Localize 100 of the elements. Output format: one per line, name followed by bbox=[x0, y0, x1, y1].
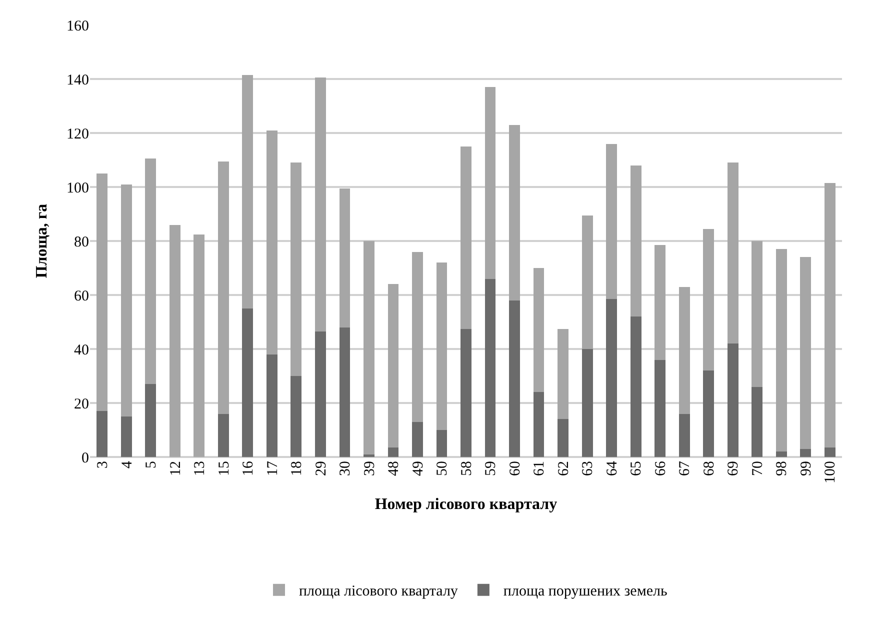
x-tick-label: 48 bbox=[386, 461, 402, 476]
y-tick-label: 120 bbox=[66, 126, 89, 142]
bar bbox=[509, 300, 520, 457]
x-tick-label: 39 bbox=[362, 461, 378, 476]
bar bbox=[630, 316, 642, 457]
x-tick-label: 29 bbox=[313, 461, 330, 476]
bar bbox=[145, 158, 156, 384]
bar bbox=[388, 448, 399, 457]
bar bbox=[339, 188, 350, 328]
bar bbox=[145, 384, 156, 457]
bar bbox=[703, 370, 714, 457]
x-tick-label: 58 bbox=[458, 461, 475, 476]
bar bbox=[242, 74, 254, 308]
x-tick-label: 49 bbox=[410, 461, 426, 476]
bar bbox=[800, 257, 812, 449]
legend-label: площа лісового кварталу bbox=[299, 584, 458, 600]
x-tick-label: 3 bbox=[95, 461, 112, 468]
bar bbox=[678, 414, 690, 457]
bar bbox=[290, 162, 302, 376]
bar bbox=[558, 328, 568, 420]
bar bbox=[412, 252, 423, 422]
bar bbox=[169, 224, 180, 457]
bar bbox=[533, 268, 544, 392]
bar bbox=[484, 278, 496, 457]
y-tick-label: 140 bbox=[66, 72, 89, 88]
bar bbox=[460, 146, 472, 329]
bar bbox=[727, 162, 738, 344]
bar bbox=[752, 386, 763, 457]
bar bbox=[218, 414, 229, 457]
bar bbox=[364, 454, 374, 457]
x-tick-label: 59 bbox=[483, 461, 500, 476]
bar bbox=[727, 344, 738, 457]
y-tick-label: 100 bbox=[66, 180, 89, 196]
bar bbox=[606, 144, 618, 300]
bar bbox=[776, 249, 787, 452]
bar bbox=[752, 241, 763, 387]
bar bbox=[218, 161, 229, 414]
bar bbox=[120, 416, 132, 457]
bar bbox=[654, 245, 666, 360]
bar bbox=[290, 376, 302, 457]
bar bbox=[800, 448, 812, 457]
x-tick-label: 66 bbox=[652, 460, 669, 476]
bar bbox=[388, 284, 399, 448]
x-tick-label: 30 bbox=[338, 461, 354, 476]
y-tick-label: 160 bbox=[66, 18, 89, 34]
bar bbox=[703, 228, 714, 371]
bar bbox=[582, 215, 593, 349]
y-axis-title: Площа, га bbox=[33, 204, 50, 278]
bar bbox=[678, 286, 690, 414]
x-tick-label: 15 bbox=[216, 461, 232, 476]
x-tick-label: 50 bbox=[434, 461, 451, 476]
bar bbox=[412, 422, 423, 457]
y-tick-label: 0 bbox=[82, 450, 89, 466]
x-tick-label: 65 bbox=[628, 461, 645, 476]
bar bbox=[339, 327, 350, 457]
bar bbox=[654, 360, 666, 457]
x-tick-label: 99 bbox=[798, 461, 814, 476]
bar bbox=[582, 349, 593, 457]
bar bbox=[509, 124, 520, 300]
x-tick-label: 5 bbox=[144, 461, 160, 468]
bar bbox=[484, 87, 496, 279]
x-tick-label: 68 bbox=[701, 461, 718, 476]
x-tick-label: 61 bbox=[532, 461, 548, 476]
bar bbox=[266, 130, 278, 354]
x-tick-label: 69 bbox=[726, 461, 742, 476]
y-tick-label: 60 bbox=[74, 288, 89, 304]
x-tick-label: 98 bbox=[774, 461, 790, 476]
x-tick-label: 12 bbox=[168, 461, 184, 476]
bar bbox=[776, 452, 787, 457]
bar bbox=[436, 262, 448, 430]
x-tick-label: 13 bbox=[192, 461, 208, 476]
x-tick-label: 62 bbox=[556, 461, 572, 476]
bar bbox=[436, 430, 448, 457]
bar bbox=[194, 234, 205, 457]
bar bbox=[824, 448, 836, 457]
bar bbox=[460, 328, 472, 457]
x-tick-label: 60 bbox=[507, 461, 524, 476]
bar bbox=[824, 182, 836, 448]
bar bbox=[533, 392, 544, 457]
x-tick-label: 100 bbox=[822, 461, 839, 484]
y-tick-label: 40 bbox=[74, 342, 89, 358]
x-tick-label: 64 bbox=[604, 460, 620, 476]
bar bbox=[120, 184, 132, 416]
x-tick-label: 4 bbox=[119, 460, 136, 468]
bar bbox=[242, 308, 254, 457]
legend-label: площа порушених земель bbox=[503, 584, 668, 600]
x-tick-label: 17 bbox=[264, 460, 281, 476]
y-tick-label: 80 bbox=[74, 234, 89, 250]
x-axis-title: Номер лісового кварталу bbox=[374, 496, 558, 514]
x-tick-label: 70 bbox=[750, 461, 766, 476]
bar bbox=[364, 241, 374, 454]
bar bbox=[558, 419, 568, 457]
bar bbox=[606, 299, 618, 457]
y-tick-label: 20 bbox=[74, 396, 89, 412]
bar bbox=[630, 165, 642, 317]
bar bbox=[96, 174, 108, 412]
x-tick-label: 16 bbox=[240, 460, 257, 476]
bar bbox=[266, 354, 278, 457]
x-tick-label: 67 bbox=[677, 460, 694, 476]
bar bbox=[314, 331, 326, 457]
